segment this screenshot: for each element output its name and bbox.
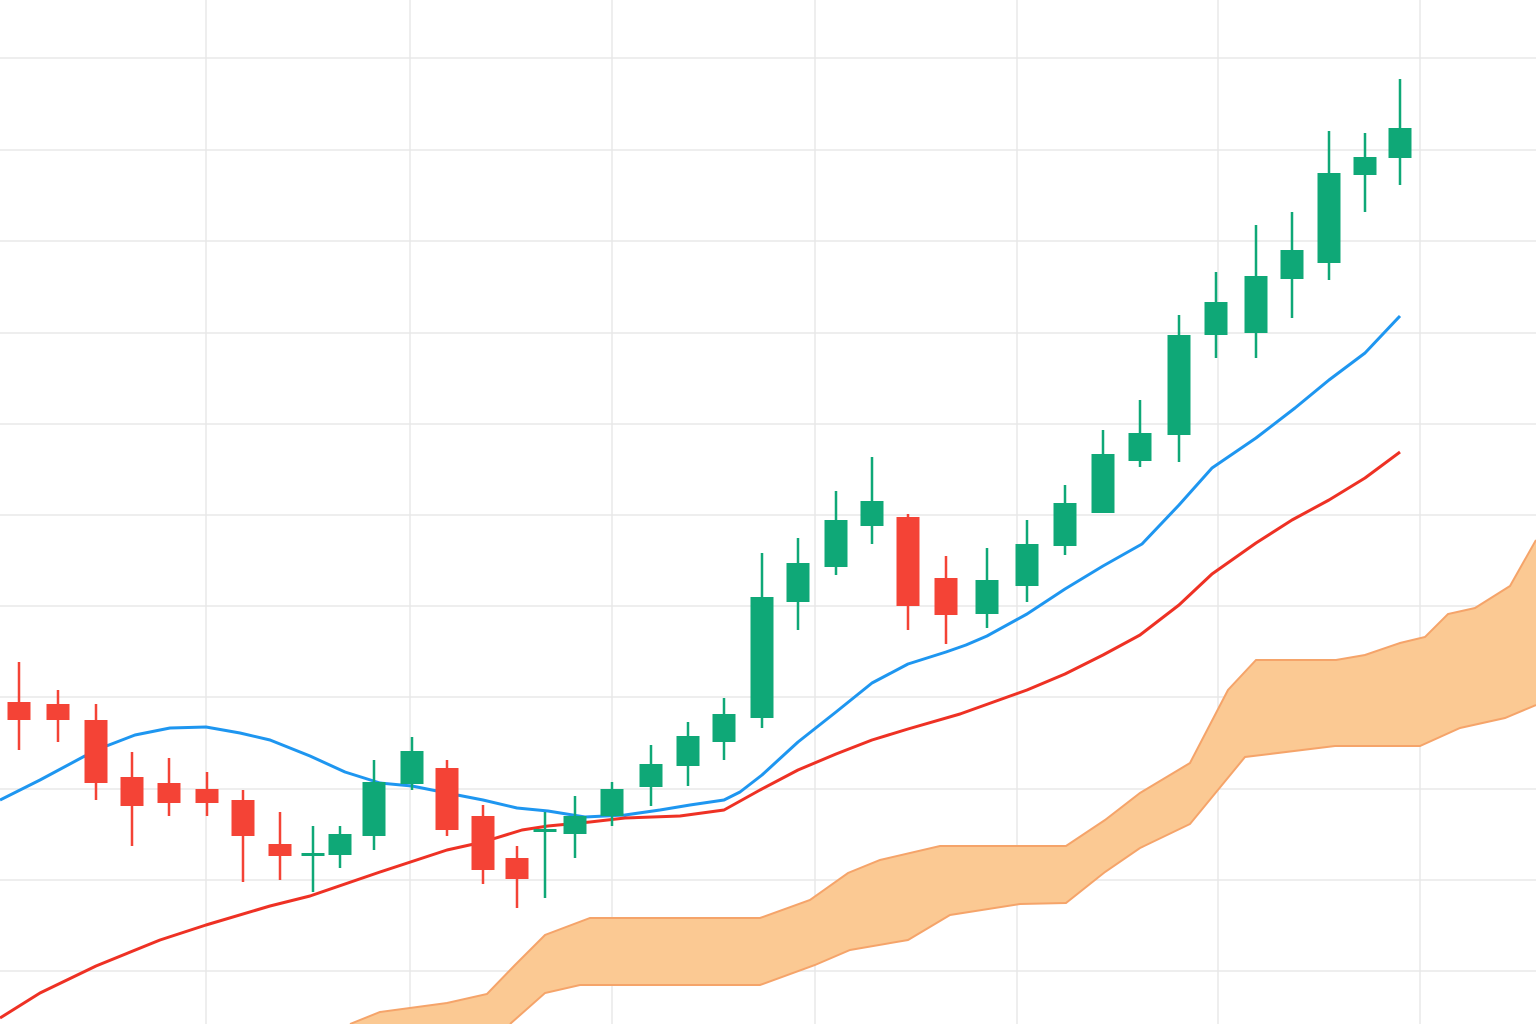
candle-body — [533, 829, 557, 832]
candle-body — [563, 816, 587, 834]
candle-body — [860, 501, 884, 526]
candle-body — [975, 580, 999, 614]
candle-body — [1353, 157, 1377, 175]
candle-body — [505, 858, 529, 879]
candle-body — [1204, 302, 1228, 335]
candle-body — [896, 517, 920, 606]
candle-body — [435, 768, 459, 830]
line — [0, 314, 1402, 819]
candle-body — [231, 800, 255, 836]
candle-body — [7, 702, 31, 720]
candle-body — [1015, 544, 1039, 586]
candle-body — [934, 578, 958, 615]
candle-body — [639, 764, 663, 787]
candle-body — [471, 816, 495, 870]
candle-body — [268, 844, 292, 856]
candle-body — [1053, 503, 1077, 546]
candle-body — [400, 751, 424, 784]
candle-body — [362, 782, 386, 836]
candle-body — [1091, 454, 1115, 513]
candle-body — [1167, 335, 1191, 435]
candle-body — [1280, 250, 1304, 279]
candle-body — [195, 789, 219, 803]
candle-body — [786, 563, 810, 602]
candle-body — [1317, 173, 1341, 263]
candle-body — [1244, 276, 1268, 333]
candle-body — [120, 777, 144, 806]
candle-body — [712, 714, 736, 742]
candle-body — [84, 720, 108, 783]
candle-body — [1128, 433, 1152, 461]
candle-body — [600, 789, 624, 816]
line — [0, 450, 1401, 1020]
candle-body — [750, 597, 774, 718]
candle-body — [328, 834, 352, 855]
cloud-edge — [509, 704, 1536, 1024]
candle-body — [676, 736, 700, 766]
candle-body — [824, 520, 848, 567]
candle-body — [301, 853, 325, 856]
candle-body — [1388, 128, 1412, 158]
candle-body — [46, 704, 70, 720]
candle-body — [157, 783, 181, 803]
cloud-edge — [349, 539, 1536, 1024]
